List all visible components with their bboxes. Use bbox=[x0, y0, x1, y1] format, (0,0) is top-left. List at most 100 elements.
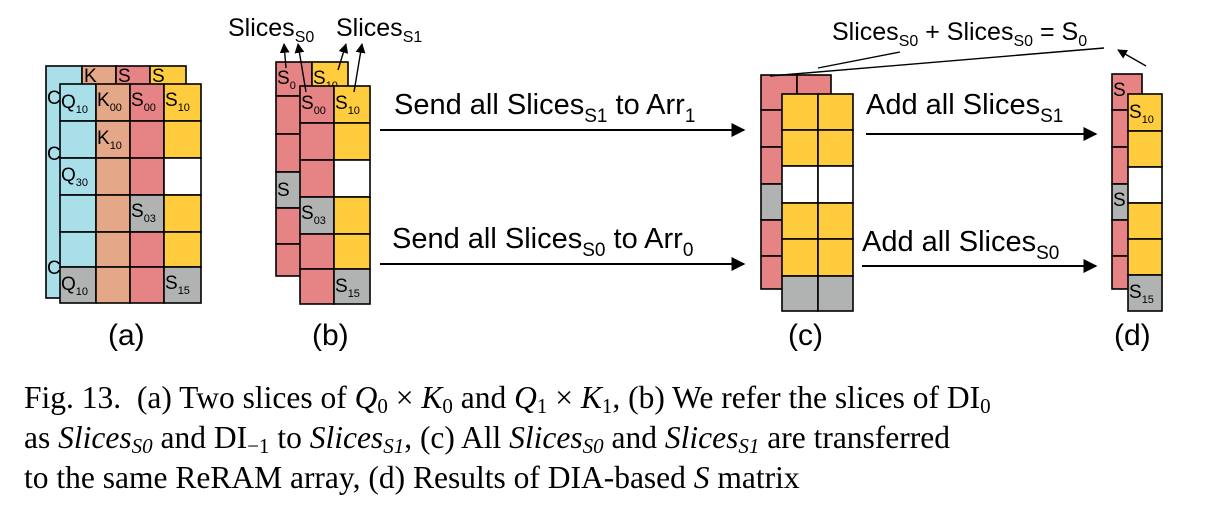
grid-cell bbox=[781, 165, 819, 204]
grid-cell bbox=[781, 275, 819, 312]
grid-cell bbox=[333, 268, 371, 305]
formula-line bbox=[769, 47, 1105, 77]
grid-cell bbox=[59, 157, 97, 196]
grid-cell bbox=[95, 231, 131, 268]
caption-fig-label: Fig. 13. bbox=[24, 380, 122, 415]
panel-b-front-layer bbox=[299, 85, 371, 305]
grid-cell bbox=[163, 194, 202, 233]
add-arrows: Add all SlicesS1 Add all SlicesS0 bbox=[862, 89, 1098, 273]
grid-cell bbox=[781, 93, 819, 131]
panel-label-d: (d) bbox=[1114, 319, 1151, 352]
grid-cell bbox=[163, 157, 202, 196]
back-s-label: S bbox=[118, 66, 131, 87]
back-s-label: S bbox=[1113, 80, 1126, 101]
grid-cell bbox=[163, 83, 202, 122]
grid-cell bbox=[817, 93, 854, 131]
label-q10-top: Q10 bbox=[61, 92, 88, 116]
slices-s0-label: SlicesS0 bbox=[228, 14, 314, 46]
back-k-label: K bbox=[84, 66, 97, 87]
label-s00: S00 bbox=[301, 93, 326, 117]
grid-cell bbox=[299, 233, 335, 270]
label-s10: S10 bbox=[165, 90, 190, 114]
label-k00: K00 bbox=[97, 90, 122, 114]
grid-cell bbox=[333, 233, 371, 270]
grid-cell bbox=[129, 157, 165, 196]
label-s10: S10 bbox=[1129, 102, 1154, 126]
panel-a: K S S C C C bbox=[45, 65, 202, 352]
back-s-mid-label: S bbox=[277, 180, 290, 201]
grid-cell bbox=[95, 194, 131, 233]
panel-c-front-layer bbox=[781, 93, 854, 312]
grid-cell bbox=[59, 83, 97, 122]
grid-cell bbox=[817, 165, 854, 204]
formula-text: SlicesS0 + SlicesS0 = S0 bbox=[832, 18, 1087, 50]
label-q10-bottom: Q10 bbox=[61, 274, 88, 298]
grid-cell bbox=[59, 231, 97, 268]
grid-cell bbox=[59, 120, 97, 159]
slices-s1-label: SlicesS1 bbox=[336, 14, 422, 46]
grid-cell bbox=[1127, 93, 1163, 132]
label-k10: K10 bbox=[97, 128, 122, 152]
panel-label-b: (b) bbox=[312, 319, 349, 352]
label-s15: S15 bbox=[335, 276, 360, 300]
caption-line-3: to the same ReRAM array, (d) Results of … bbox=[24, 460, 800, 495]
send-arrows: Send all SlicesS1 to Arr1 Send all Slice… bbox=[380, 89, 746, 271]
grid-cell bbox=[95, 157, 131, 196]
formula-arrow bbox=[1117, 49, 1147, 67]
label-q30: Q30 bbox=[61, 165, 88, 189]
pointer-arrow bbox=[279, 43, 290, 69]
grid-cell bbox=[781, 238, 819, 277]
grid-cell bbox=[129, 231, 165, 268]
grid-cell bbox=[781, 129, 819, 167]
caption-line-2: as SlicesS0 and DI−1 to SlicesS1, (c) Al… bbox=[24, 420, 950, 458]
label-s00: S00 bbox=[131, 90, 156, 114]
grid-cell bbox=[95, 266, 131, 304]
grid-cell bbox=[1127, 274, 1163, 312]
grid-cell bbox=[59, 194, 97, 233]
panel-b: S0 S10 S S00 S10 S03 S15 SlicesS0 Slices… bbox=[228, 14, 422, 352]
grid-cell bbox=[1127, 166, 1163, 204]
figure-diagram: K S S C C C bbox=[45, 14, 1163, 352]
grid-cell bbox=[333, 159, 371, 198]
grid-cell bbox=[333, 122, 371, 161]
grid-cell bbox=[299, 122, 335, 161]
panel-c: SlicesS0 + SlicesS0 = S0 (c) bbox=[760, 18, 1147, 352]
grid-cell bbox=[333, 85, 371, 124]
grid-cell bbox=[163, 266, 202, 304]
back-s2-label: S bbox=[152, 66, 165, 87]
grid-cell bbox=[299, 159, 335, 198]
pointer-arrow bbox=[294, 43, 307, 93]
grid-cell bbox=[129, 83, 165, 122]
label-s15: S15 bbox=[1129, 282, 1154, 306]
add-s0-text: Add all SlicesS0 bbox=[862, 226, 1059, 264]
label-s15: S15 bbox=[165, 273, 190, 297]
label-s03: S03 bbox=[301, 203, 326, 227]
back-c3-label: C bbox=[47, 258, 61, 279]
label-s03: S03 bbox=[131, 201, 156, 225]
grid-cell bbox=[781, 202, 819, 240]
grid-cell bbox=[1127, 238, 1163, 276]
grid-cell bbox=[1127, 202, 1163, 240]
back-s0-label: S0 bbox=[277, 68, 296, 92]
grid-cell bbox=[163, 231, 202, 268]
label-s10: S10 bbox=[335, 93, 360, 117]
grid-cell bbox=[1127, 130, 1163, 168]
panel-label-a: (a) bbox=[108, 319, 145, 352]
back-c1-label: C bbox=[47, 88, 61, 109]
grid-cell bbox=[817, 275, 854, 312]
send-s1-text: Send all SlicesS1 to Arr1 bbox=[394, 89, 695, 127]
grid-cell bbox=[59, 266, 97, 304]
pointer-arrow bbox=[337, 43, 349, 71]
grid-cell bbox=[817, 238, 854, 277]
panel-d: S S S10 S15 (d) bbox=[1111, 73, 1163, 352]
grid-cell bbox=[817, 129, 854, 167]
add-s1-text: Add all SlicesS1 bbox=[866, 89, 1063, 127]
figure-caption: Fig. 13. (a) Two slices of Q0 × K0 and Q… bbox=[24, 378, 1199, 498]
caption-line-1: Fig. 13. (a) Two slices of Q0 × K0 and Q… bbox=[24, 380, 991, 418]
pointer-arrow bbox=[353, 43, 366, 93]
grid-cell bbox=[299, 268, 335, 305]
back-c2-label: C bbox=[47, 144, 61, 165]
formula-line bbox=[817, 51, 901, 69]
panel-a-front-layer bbox=[59, 83, 202, 304]
grid-cell bbox=[95, 120, 131, 159]
